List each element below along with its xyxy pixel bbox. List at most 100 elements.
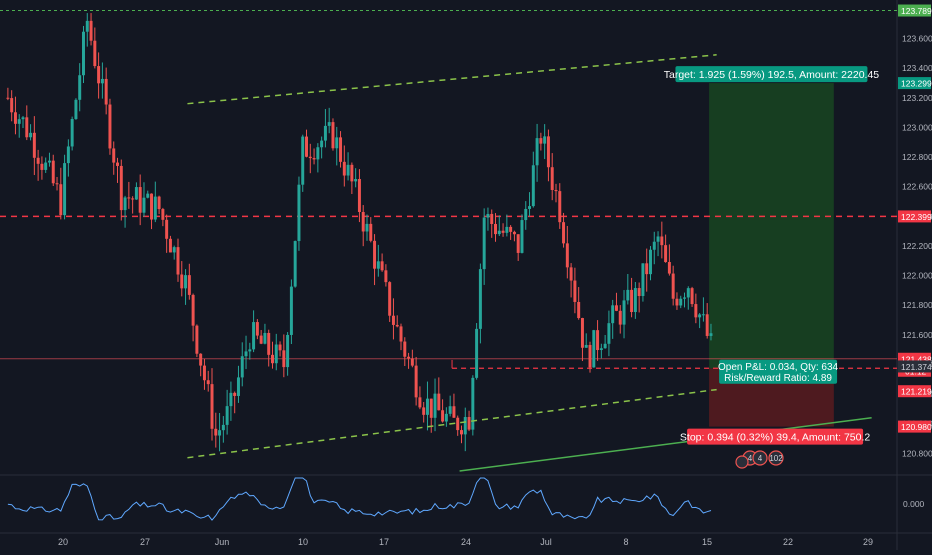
candle[interactable]: [656, 236, 660, 242]
candle[interactable]: [55, 183, 59, 185]
candle[interactable]: [501, 230, 505, 233]
target-label-box[interactable]: [675, 66, 868, 83]
entry-price-badge[interactable]: 121.374: [898, 360, 932, 373]
candle[interactable]: [478, 269, 482, 329]
candle[interactable]: [308, 156, 312, 159]
candle[interactable]: [645, 263, 649, 275]
channel-line-upper[interactable]: [187, 54, 717, 105]
candle[interactable]: [592, 330, 596, 368]
candle[interactable]: [51, 160, 55, 184]
candle[interactable]: [44, 162, 48, 170]
stop-level-price-badge[interactable]: 121.219: [898, 385, 932, 398]
candle[interactable]: [614, 305, 618, 311]
candle[interactable]: [278, 344, 282, 351]
candle[interactable]: [599, 348, 603, 351]
candle[interactable]: [562, 222, 566, 244]
candle[interactable]: [305, 136, 308, 157]
candle[interactable]: [429, 398, 433, 418]
candle[interactable]: [569, 267, 573, 281]
price-axis[interactable]: 123.600 123.400 123.200 123.000 122.800 122.6…: [898, 4, 932, 509]
candle[interactable]: [369, 223, 373, 241]
candle[interactable]: [218, 430, 222, 436]
candle[interactable]: [248, 349, 252, 352]
candle[interactable]: [543, 136, 547, 144]
candle[interactable]: [460, 430, 463, 435]
candle[interactable]: [603, 343, 607, 349]
candle[interactable]: [252, 322, 256, 350]
candle[interactable]: [637, 288, 641, 297]
candle[interactable]: [82, 31, 85, 76]
event-flag-icon[interactable]: [735, 455, 749, 469]
candle[interactable]: [577, 301, 581, 319]
open-pl-box[interactable]: [719, 359, 838, 384]
candle[interactable]: [225, 406, 229, 425]
candle[interactable]: [554, 189, 558, 192]
candle[interactable]: [528, 206, 532, 209]
candle[interactable]: [104, 78, 108, 105]
candle[interactable]: [444, 413, 448, 422]
candle[interactable]: [63, 163, 67, 216]
candle[interactable]: [191, 294, 195, 326]
candle[interactable]: [516, 234, 520, 253]
candle[interactable]: [505, 226, 509, 233]
candle[interactable]: [705, 314, 709, 336]
candle[interactable]: [550, 167, 554, 190]
stop-label-box[interactable]: [687, 428, 864, 445]
candle[interactable]: [388, 282, 392, 316]
candle[interactable]: [391, 315, 395, 325]
candle[interactable]: [709, 333, 713, 336]
candle[interactable]: [320, 140, 324, 148]
candle[interactable]: [89, 20, 93, 41]
candle[interactable]: [123, 197, 127, 211]
candle[interactable]: [233, 392, 237, 396]
candle[interactable]: [520, 220, 524, 253]
candle[interactable]: [365, 223, 369, 232]
candle[interactable]: [112, 148, 116, 163]
candle[interactable]: [463, 417, 467, 435]
event-badge-circle[interactable]: [768, 450, 784, 466]
candle[interactable]: [497, 230, 501, 235]
candle[interactable]: [626, 289, 630, 301]
candle[interactable]: [271, 354, 274, 364]
candle[interactable]: [331, 122, 335, 149]
candle[interactable]: [301, 136, 305, 185]
candle[interactable]: [376, 261, 380, 269]
event-badge-circle[interactable]: [752, 450, 768, 466]
candle[interactable]: [138, 187, 142, 213]
candle[interactable]: [539, 138, 543, 144]
candle[interactable]: [671, 273, 675, 299]
candle[interactable]: [127, 197, 131, 199]
candle[interactable]: [74, 99, 78, 120]
candle[interactable]: [153, 196, 157, 220]
candle[interactable]: [456, 417, 460, 431]
candle[interactable]: [210, 384, 214, 429]
candle[interactable]: [698, 314, 702, 318]
candle[interactable]: [274, 344, 278, 364]
candle[interactable]: [36, 157, 40, 164]
stop-price-badge[interactable]: 120.980: [898, 420, 932, 433]
event-badge[interactable]: 102: [768, 450, 784, 466]
candle[interactable]: [32, 132, 36, 158]
candle[interactable]: [40, 163, 44, 170]
candle[interactable]: [119, 165, 123, 211]
candle[interactable]: [531, 165, 535, 207]
candle[interactable]: [350, 164, 354, 182]
candle[interactable]: [342, 161, 346, 176]
candle[interactable]: [641, 263, 645, 297]
candle[interactable]: [47, 160, 51, 163]
candle[interactable]: [180, 274, 184, 289]
candle[interactable]: [335, 137, 339, 149]
target-label[interactable]: Target: 1.925 (1.59%) 192.5, Amount: 222…: [664, 66, 880, 83]
candle[interactable]: [482, 217, 486, 270]
candle[interactable]: [150, 193, 154, 220]
candle[interactable]: [403, 341, 407, 357]
candle[interactable]: [78, 75, 82, 100]
channel-line-lower[interactable]: [187, 388, 717, 459]
candle[interactable]: [286, 334, 290, 368]
candle[interactable]: [679, 298, 683, 306]
candle[interactable]: [494, 223, 497, 235]
candle[interactable]: [85, 20, 89, 32]
candle[interactable]: [407, 356, 411, 359]
candle[interactable]: [240, 356, 244, 378]
